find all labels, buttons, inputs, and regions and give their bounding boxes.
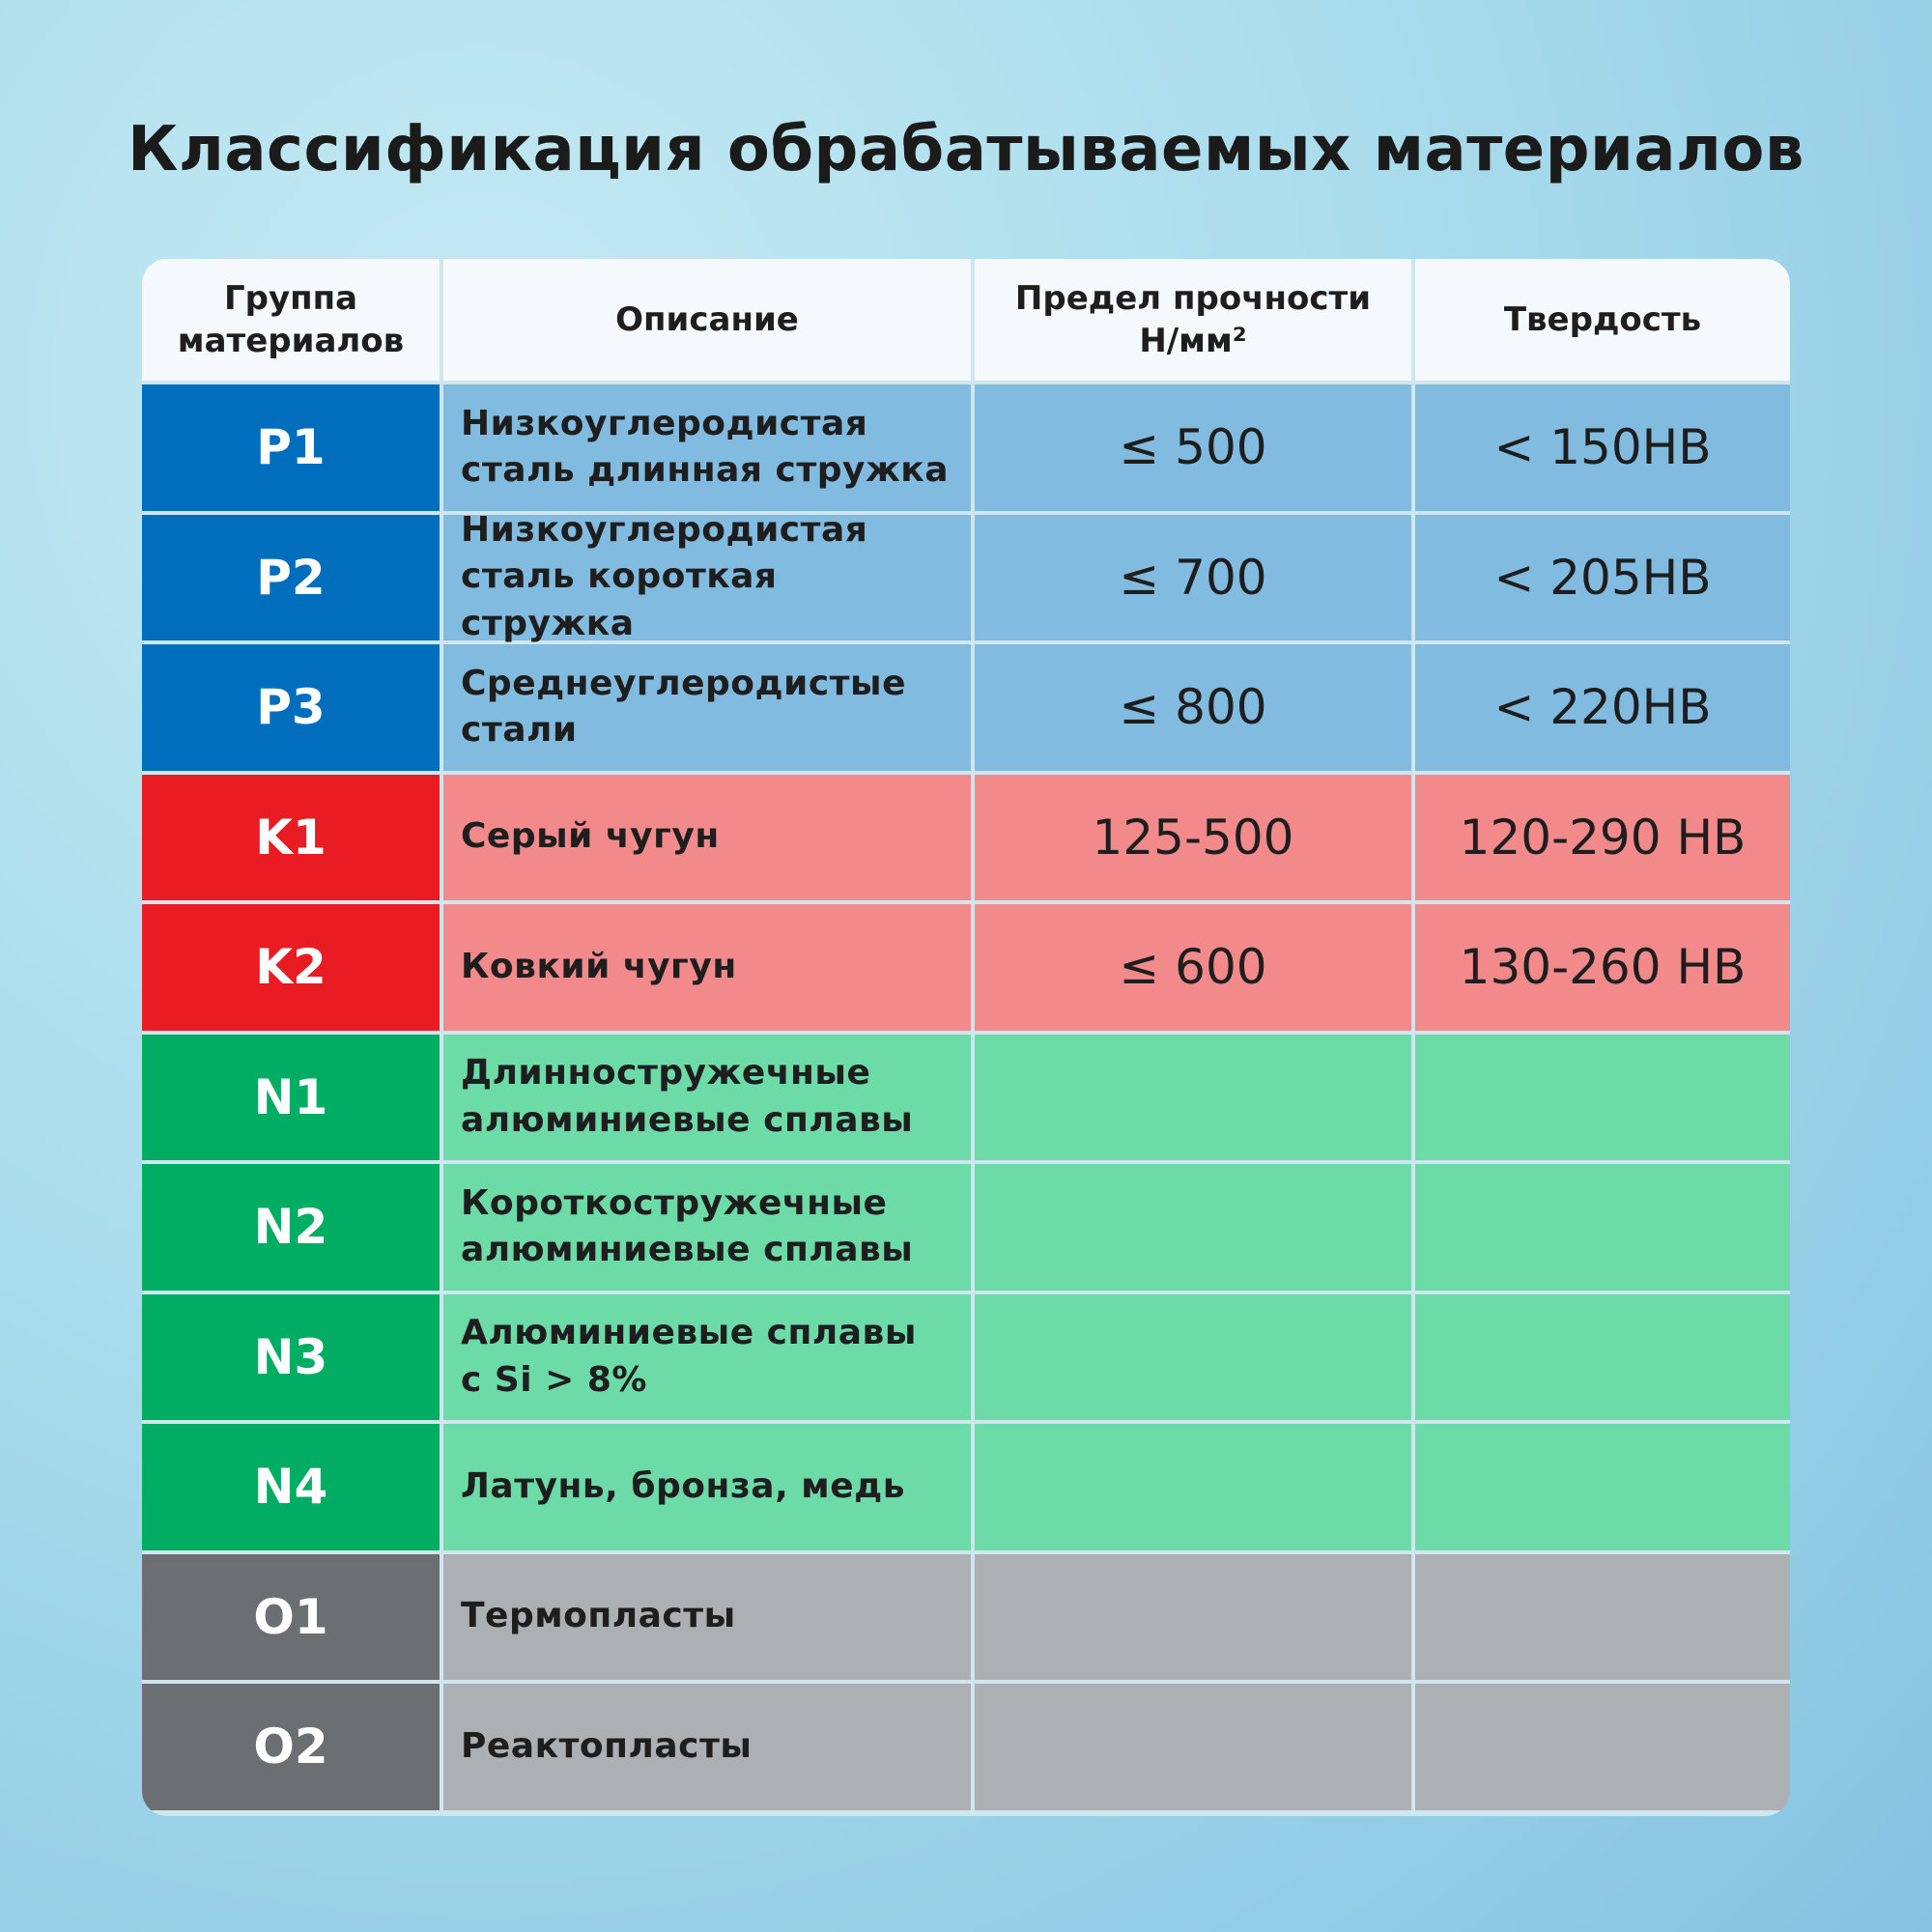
strength-cell: ≤ 800 <box>975 644 1411 771</box>
group-cell: P3 <box>142 644 440 771</box>
header-strength: Предел прочности Н/мм² <box>975 259 1411 381</box>
description-cell: Низкоуглеродистая сталь короткая стружка <box>443 510 971 643</box>
group-cell: N2 <box>142 1164 440 1291</box>
hardness-cell <box>1415 1293 1790 1420</box>
group-cell: O1 <box>142 1553 440 1680</box>
strength-cell: ≤ 600 <box>975 904 1411 1031</box>
description-cell: Короткостружечные алюминиевые сплавы <box>443 1164 971 1291</box>
description-cell: Низкоуглеродистая сталь длинная стружка <box>443 384 971 511</box>
hardness-cell: < 205HB <box>1415 514 1790 640</box>
group-cell: K1 <box>142 774 440 900</box>
group-cell: K2 <box>142 904 440 1031</box>
strength-cell <box>975 1684 1411 1810</box>
description-cell: Серый чугун <box>443 774 971 900</box>
description-cell: Среднеуглеродистые стали <box>443 644 971 771</box>
hardness-cell <box>1415 1553 1790 1680</box>
hardness-cell <box>1415 1034 1790 1160</box>
group-cell: P1 <box>142 384 440 511</box>
hardness-cell: < 150HB <box>1415 384 1790 511</box>
header-group: Группа материалов <box>142 259 440 381</box>
strength-cell <box>975 1034 1411 1160</box>
page-title: Классификация обрабатываемых материалов <box>128 114 1804 185</box>
description-cell: Ковкий чугун <box>443 904 971 1031</box>
group-cell: P2 <box>142 514 440 640</box>
description-cell: Латунь, бронза, медь <box>443 1424 971 1550</box>
strength-cell <box>975 1553 1411 1680</box>
header-description: Описание <box>443 259 971 381</box>
hardness-cell: < 220HB <box>1415 644 1790 771</box>
description-cell: Длинностружечные алюминиевые сплавы <box>443 1034 971 1160</box>
strength-cell: ≤ 700 <box>975 514 1411 640</box>
group-cell: N3 <box>142 1293 440 1420</box>
hardness-cell <box>1415 1684 1790 1810</box>
group-cell: N1 <box>142 1034 440 1160</box>
hardness-cell: 130-260 HB <box>1415 904 1790 1031</box>
hardness-cell <box>1415 1164 1790 1291</box>
strength-cell <box>975 1424 1411 1550</box>
hardness-cell <box>1415 1424 1790 1550</box>
description-cell: Термопласты <box>443 1553 971 1680</box>
strength-cell: 125-500 <box>975 774 1411 900</box>
group-cell: O2 <box>142 1684 440 1810</box>
group-cell: N4 <box>142 1424 440 1550</box>
header-hardness: Твердость <box>1415 259 1790 381</box>
strength-cell: ≤ 500 <box>975 384 1411 511</box>
materials-table: Группа материалов Описание Предел прочно… <box>142 259 1790 1816</box>
hardness-cell: 120-290 HB <box>1415 774 1790 900</box>
description-cell: Реактопласты <box>443 1684 971 1810</box>
strength-cell <box>975 1293 1411 1420</box>
strength-cell <box>975 1164 1411 1291</box>
description-cell: Алюминиевые сплавы с Si > 8% <box>443 1293 971 1420</box>
